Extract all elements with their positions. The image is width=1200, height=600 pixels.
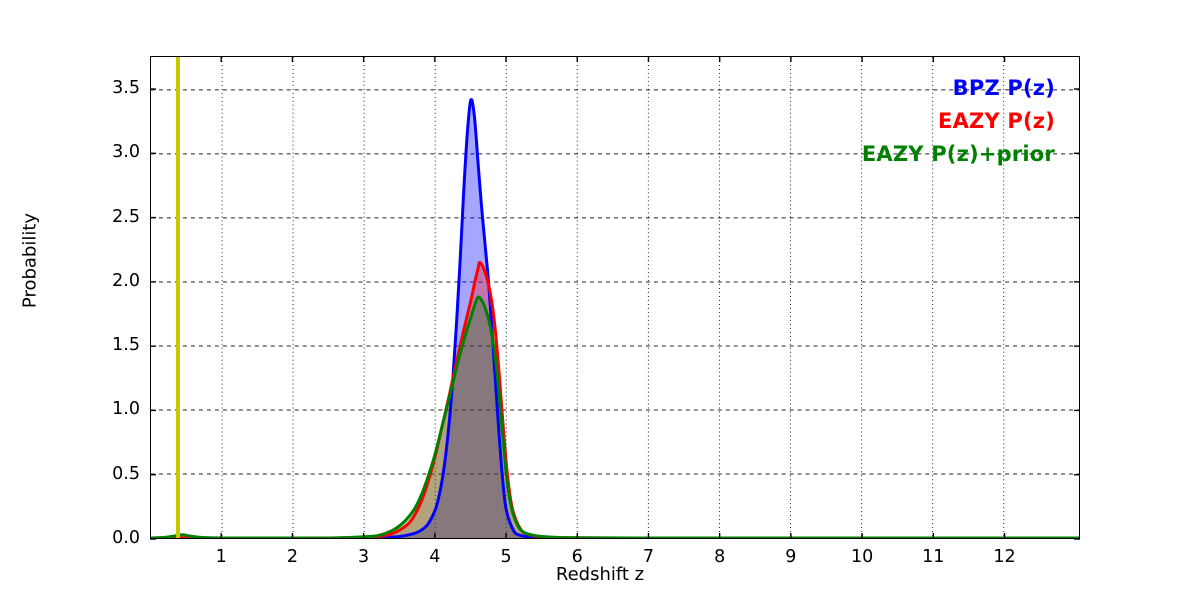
y-tick-label: 3.5 (112, 78, 140, 99)
x-tick-label: 3 (358, 547, 370, 567)
x-tick-label: 7 (642, 547, 655, 567)
y-tick-label: 0.5 (112, 463, 140, 484)
legend-entry-eazy: EAZY P(z) (938, 109, 1055, 133)
series-fill (151, 262, 1079, 538)
y-tick-label: 2.5 (112, 206, 140, 227)
curve-layer (151, 57, 1079, 538)
x-tick-label: 8 (714, 547, 726, 567)
y-tick-label: 1.0 (112, 399, 140, 420)
y-tick-label: 1.5 (112, 335, 140, 356)
plot-area (150, 56, 1080, 539)
series-fill (151, 297, 1079, 538)
x-tick-label: 4 (429, 547, 441, 567)
x-axis-title: Redshift z (555, 564, 645, 585)
y-tick-label: 2.0 (112, 270, 140, 291)
legend-entry-eazy-prior: EAZY P(z)+prior (861, 142, 1055, 166)
x-tick-label: 11 (922, 547, 945, 567)
y-tick-label: 3.0 (112, 142, 140, 163)
legend-entry-bpz: BPZ P(z) (952, 76, 1055, 100)
x-tick-label: 9 (785, 547, 797, 567)
x-tick-label: 1 (215, 547, 227, 567)
series-line (151, 295, 1079, 538)
grid-layer (151, 57, 1079, 538)
series-line (151, 260, 1079, 538)
x-tick-label: 12 (993, 547, 1016, 567)
x-tick-label: 2 (286, 547, 298, 567)
x-tick-label: 6 (571, 547, 583, 567)
x-tick-label: 5 (500, 547, 512, 567)
x-tick-label: 10 (850, 547, 874, 567)
legend: BPZ P(z) EAZY P(z) EAZY P(z)+prior (600, 78, 1055, 177)
y-tick-label: 0.0 (112, 528, 140, 548)
